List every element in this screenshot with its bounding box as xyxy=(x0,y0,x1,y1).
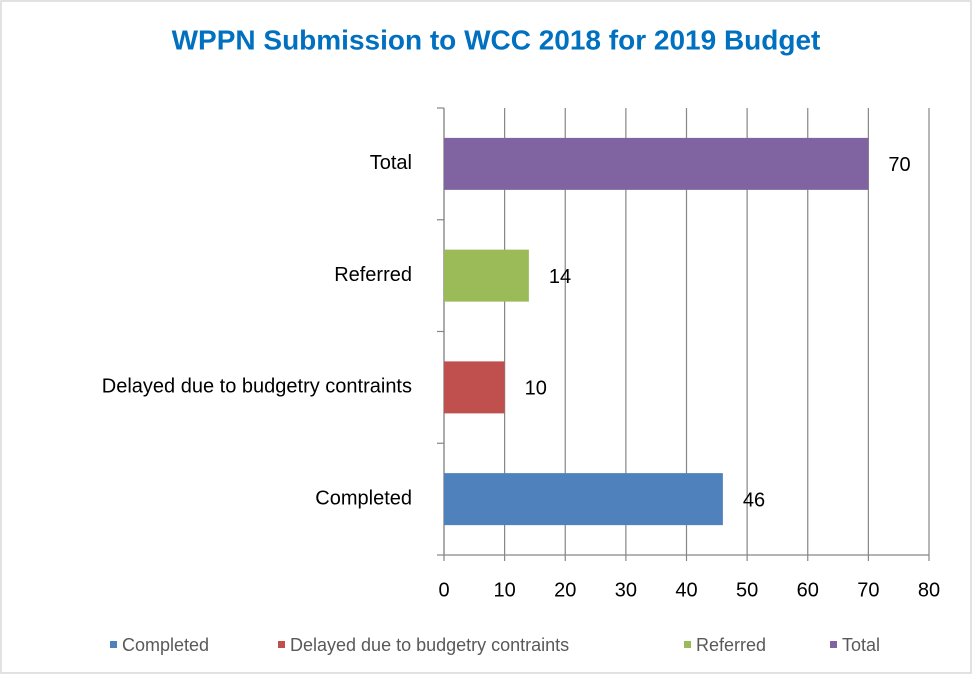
legend-label: Referred xyxy=(696,635,766,655)
legend-label: Total xyxy=(842,635,880,655)
x-tick-label: 40 xyxy=(675,579,697,601)
legend-swatch xyxy=(830,641,837,648)
x-tick-label: 10 xyxy=(494,579,516,601)
data-label: 46 xyxy=(743,489,765,511)
bar xyxy=(444,249,529,302)
legend-swatch xyxy=(110,641,117,648)
chart-title: WPPN Submission to WCC 2018 for 2019 Bud… xyxy=(172,24,821,55)
bar xyxy=(444,361,505,414)
data-label: 70 xyxy=(888,154,910,176)
legend-swatch xyxy=(278,641,285,648)
x-tick-label: 70 xyxy=(857,579,879,601)
x-tick-label: 60 xyxy=(797,579,819,601)
y-tick-label: Completed xyxy=(315,487,412,509)
bar xyxy=(444,137,869,190)
x-tick-label: 0 xyxy=(438,579,449,601)
y-tick-label: Total xyxy=(370,152,412,174)
legend-label: Delayed due to budgetry contraints xyxy=(290,635,569,655)
bar xyxy=(444,473,723,526)
x-tick-label: 80 xyxy=(918,579,940,601)
x-tick-label: 30 xyxy=(615,579,637,601)
data-label: 14 xyxy=(549,266,571,288)
x-tick-label: 50 xyxy=(736,579,758,601)
legend-swatch xyxy=(684,641,691,648)
x-tick-label: 20 xyxy=(554,579,576,601)
y-tick-label: Delayed due to budgetry contraints xyxy=(102,376,412,398)
legend-label: Completed xyxy=(122,635,209,655)
data-label: 10 xyxy=(525,378,547,400)
y-tick-label: Referred xyxy=(334,264,412,286)
